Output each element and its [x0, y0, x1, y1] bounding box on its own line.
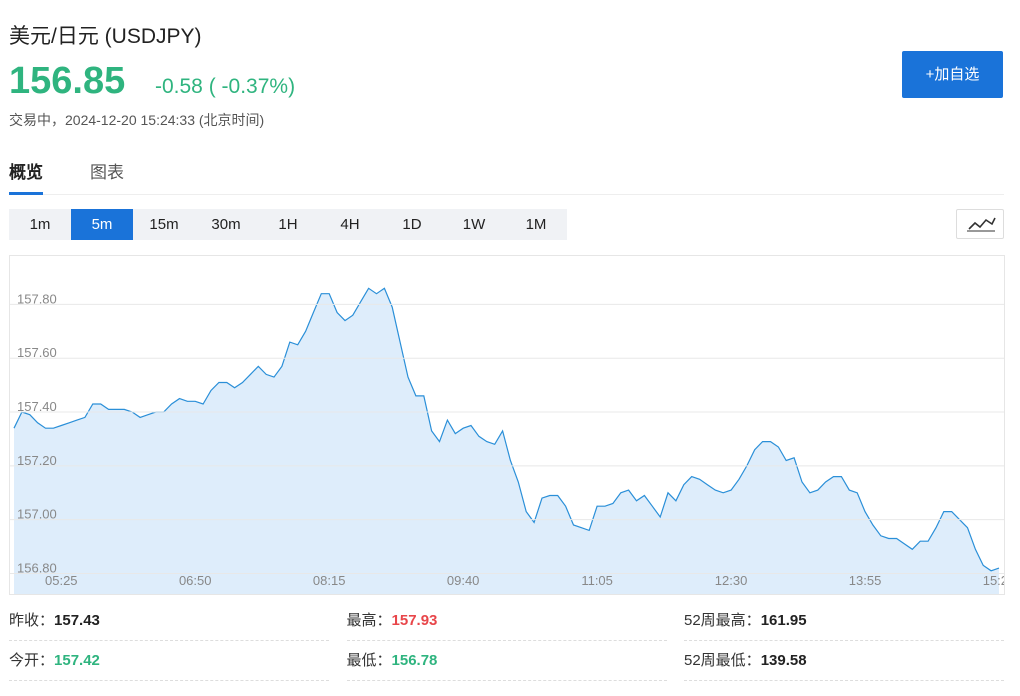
- x-tick-label: 09:40: [447, 573, 480, 588]
- chart-icon: [967, 217, 996, 232]
- stat: 52周最低：139.58: [684, 641, 1004, 681]
- x-tick-label: 05:25: [45, 573, 78, 588]
- x-tick-label: 12:30: [715, 573, 748, 588]
- period-button[interactable]: 4H: [340, 216, 360, 233]
- add-watchlist-button[interactable]: +加自选: [902, 51, 1003, 98]
- x-tick-label: 11:05: [581, 573, 613, 588]
- change: -0.58 ( -0.37%): [155, 75, 296, 98]
- y-tick-label: 157.40: [17, 399, 57, 414]
- chart: 156.80 157.00 157.20 157.40 157.60 157.80 05:2…: [9, 255, 1005, 595]
- tab[interactable]: 图表: [90, 163, 124, 182]
- period-button[interactable]: 1D: [402, 216, 422, 233]
- stat-value: 156.78: [391, 652, 438, 669]
- stat-label: 52周最高：: [684, 612, 761, 629]
- x-tick-label: 13:55: [849, 573, 882, 588]
- stat-value: 157.42: [54, 652, 100, 669]
- stat-value: 157.93: [391, 612, 438, 629]
- stat-label: 今开：: [9, 652, 55, 669]
- status: 交易中，2024-12-20 15:24:33 (北京时间): [9, 112, 265, 128]
- price: 156.85: [9, 60, 126, 102]
- stat-label: 52周最低：: [684, 652, 761, 669]
- y-tick-label: 157.20: [17, 453, 57, 468]
- period-button[interactable]: 15m: [149, 216, 179, 233]
- stat-label: 最低：: [346, 652, 392, 669]
- stat-value: 139.58: [760, 652, 807, 669]
- stat-label: 最高：: [346, 612, 392, 629]
- x-tick-label: 08:15: [313, 573, 346, 588]
- period-button[interactable]: 1M: [525, 216, 547, 233]
- period-button[interactable]: 1m: [29, 216, 51, 233]
- stat-value: 161.95: [760, 612, 807, 629]
- stat: 今开：157.42: [9, 641, 329, 681]
- period-button[interactable]: 30m: [211, 216, 241, 233]
- title: 美元/日元 (USDJPY): [9, 25, 202, 48]
- area: [14, 288, 999, 594]
- chart-type-button[interactable]: [956, 209, 1004, 239]
- period-button[interactable]: 5m: [71, 209, 133, 240]
- stat: 昨收：157.43: [9, 601, 329, 641]
- stat-value: 157.43: [54, 612, 100, 629]
- line: [13, 287, 1000, 572]
- tabs: 概览 图表: [9, 158, 1004, 195]
- stat: 52周最高：161.95: [684, 601, 1004, 641]
- stat: 最高：157.93: [346, 601, 667, 641]
- period-button[interactable]: 1W: [462, 216, 486, 233]
- stat-label: 昨收：: [9, 612, 55, 629]
- y-tick-label: 157.00: [17, 507, 57, 522]
- period-button[interactable]: 1H: [278, 216, 298, 233]
- stat: 最低：156.78: [346, 641, 667, 681]
- tab[interactable]: 概览: [9, 158, 43, 195]
- y-tick-label: 157.60: [17, 345, 57, 360]
- y-tick-label: 156.80: [17, 560, 57, 575]
- x-tick-label: 06:50: [179, 573, 212, 588]
- period-bar: 1m 5m 15m 30m 1H 4H 1D 1W 1M: [9, 209, 567, 240]
- y-tick-label: 157.80: [17, 291, 57, 306]
- x-tick-label: 15:20: [983, 573, 1005, 588]
